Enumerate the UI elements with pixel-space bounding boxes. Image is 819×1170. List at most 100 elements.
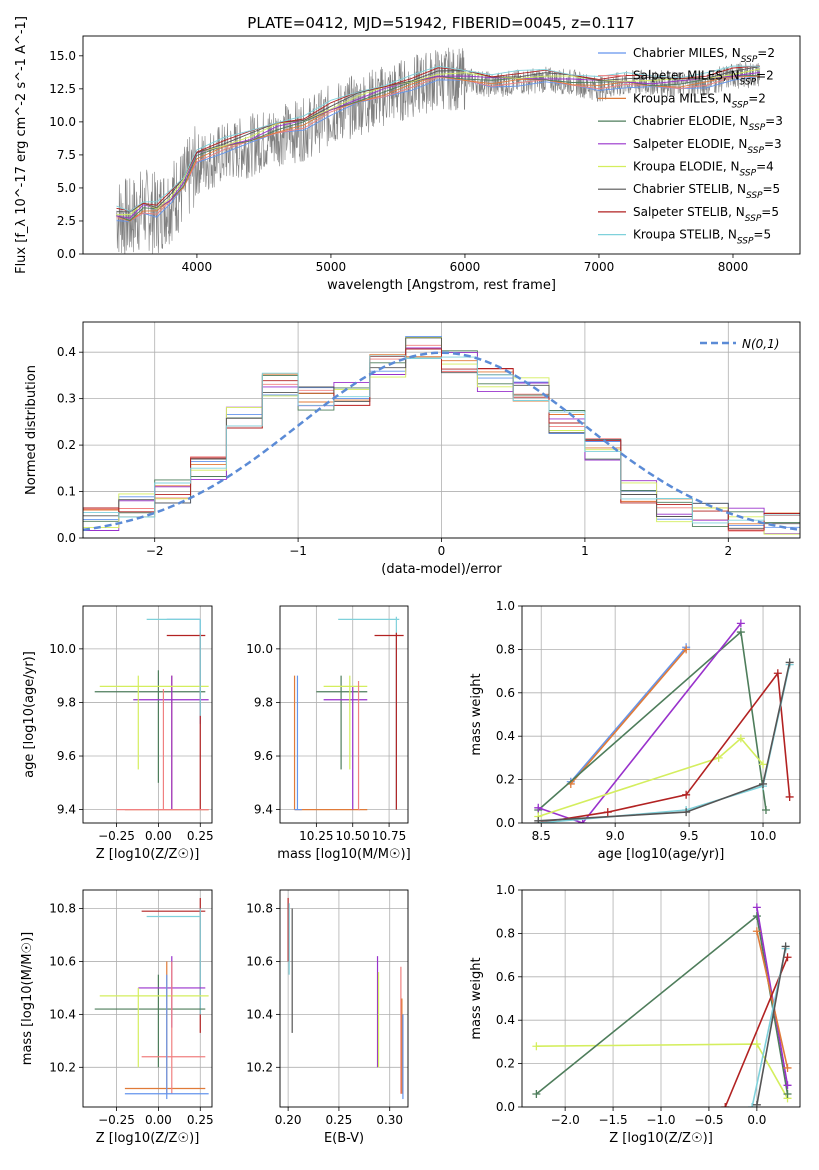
data-marker bbox=[783, 1089, 792, 1098]
y-tick-label: 9.4 bbox=[254, 803, 273, 817]
normal-curve bbox=[83, 351, 800, 532]
y-tick-label: 0.2 bbox=[496, 773, 515, 787]
normal-legend-label: N(0,1) bbox=[742, 337, 779, 351]
data-marker bbox=[736, 734, 745, 743]
spectrum-model-line bbox=[116, 66, 760, 213]
data-marker bbox=[682, 645, 691, 654]
x-tick-label: −1.5 bbox=[598, 1113, 627, 1127]
y-tick-label: 0.8 bbox=[496, 642, 515, 656]
spectrum-model-line bbox=[116, 74, 760, 222]
x-tick-label: 0.20 bbox=[275, 1113, 302, 1127]
x-tick-label: 0.00 bbox=[145, 1113, 172, 1127]
x-axis-label: mass [log10(M/M☉)] bbox=[277, 847, 410, 862]
x-axis-label: wavelength [Angstrom, rest frame] bbox=[327, 278, 556, 293]
x-tick-label: 8000 bbox=[718, 260, 749, 274]
data-marker bbox=[748, 1103, 757, 1107]
panel-residuals: −2 −1 0 1 2 0.0 0.1 0.2 0.3 0.4 (data-model)/error… bbox=[24, 321, 801, 577]
x-tick-label: 10.75 bbox=[372, 829, 406, 843]
y-tick-label: 0.2 bbox=[496, 1057, 515, 1071]
data-marker bbox=[761, 805, 770, 814]
y-tick-label: 0.2 bbox=[57, 438, 76, 452]
data-marker bbox=[534, 803, 543, 812]
y-tick-label: 9.6 bbox=[57, 749, 76, 763]
x-tick-label: 0.0 bbox=[747, 1113, 766, 1127]
weight-line bbox=[535, 914, 789, 1095]
legend-entry: Kroupa STELIB, NSSP=5 bbox=[633, 228, 771, 247]
x-tick-label: 9.5 bbox=[680, 829, 699, 843]
y-tick-label: 10.0 bbox=[49, 642, 76, 656]
y-tick-label: 1.0 bbox=[496, 883, 515, 897]
spectrum-model-line bbox=[116, 71, 760, 219]
weight-line bbox=[724, 956, 789, 1107]
y-tick-label: 10.4 bbox=[246, 1007, 273, 1021]
y-tick-label: 0.0 bbox=[57, 247, 76, 261]
y-tick-label: 0.0 bbox=[496, 816, 515, 830]
x-tick-label: 5000 bbox=[316, 260, 347, 274]
y-tick-label: 10.0 bbox=[246, 642, 273, 656]
axes-frame bbox=[82, 605, 213, 824]
y-tick-label: 9.8 bbox=[57, 695, 76, 709]
x-axis-label: age [log10(age/yr)] bbox=[598, 847, 725, 862]
y-tick-label: 0.4 bbox=[496, 729, 515, 743]
weight-line bbox=[538, 622, 742, 823]
y-tick-label: 9.6 bbox=[254, 749, 273, 763]
y-tick-label: 10.6 bbox=[246, 954, 273, 968]
panel-age-vs-mass: 10.25 10.50 10.75 9.4 9.6 9.8 10.0 mass [log10(… bbox=[246, 605, 411, 862]
spectrum-model-line bbox=[116, 75, 760, 222]
y-tick-label: 10.8 bbox=[246, 902, 273, 916]
x-tick-label: 0.25 bbox=[187, 829, 214, 843]
legend-entry: Chabrier STELIB, NSSP=5 bbox=[633, 182, 780, 201]
data-marker bbox=[721, 1103, 730, 1107]
x-tick-label: 1 bbox=[581, 544, 589, 558]
y-tick-label: 0.4 bbox=[496, 1013, 515, 1027]
x-tick-label: 0.00 bbox=[145, 829, 172, 843]
data-marker bbox=[532, 1089, 541, 1098]
histogram-step bbox=[83, 355, 800, 538]
residuals-legend: N(0,1) bbox=[700, 337, 779, 351]
x-tick-label: 10.50 bbox=[336, 829, 370, 843]
panel-weight-vs-Z: −2.0 −1.5 −1.0 −0.5 0.0 0.0 0.2 0.4 0.6 0.8 1.0 Z [… bbox=[469, 883, 801, 1146]
x-axis-label: Z [log10(Z/Z☉)] bbox=[96, 1131, 200, 1146]
y-axis-label: mass weight bbox=[469, 673, 484, 755]
y-tick-label: 0.1 bbox=[57, 485, 76, 499]
x-tick-label: 2 bbox=[724, 544, 732, 558]
y-axis-label: mass weight bbox=[469, 957, 484, 1039]
x-tick-label: 9.0 bbox=[606, 829, 625, 843]
data-marker bbox=[682, 790, 691, 799]
spectrum-data-line bbox=[116, 47, 761, 254]
data-marker bbox=[736, 619, 745, 628]
y-axis-label: age [log10(age/yr)] bbox=[22, 651, 37, 778]
y-tick-label: 0.0 bbox=[57, 531, 76, 545]
y-tick-label: 0.6 bbox=[496, 970, 515, 984]
data-marker bbox=[783, 1081, 792, 1090]
weight-line bbox=[570, 646, 687, 783]
y-axis-label: Flux [f_λ 10^-17 erg cm^-2 s^-1 A^-1] bbox=[14, 16, 29, 274]
data-marker bbox=[773, 669, 782, 678]
data-marker bbox=[752, 927, 761, 936]
x-axis-label: Z [log10(Z/Z☉)] bbox=[96, 847, 200, 862]
y-tick-label: 9.4 bbox=[57, 803, 76, 817]
y-tick-label: 9.8 bbox=[254, 695, 273, 709]
y-tick-label: 0.4 bbox=[57, 345, 76, 359]
data-marker bbox=[785, 792, 794, 801]
data-marker bbox=[714, 753, 723, 762]
y-tick-label: 7.5 bbox=[57, 148, 76, 162]
x-tick-label: −1.0 bbox=[646, 1113, 675, 1127]
y-tick-label: 10.2 bbox=[49, 1060, 76, 1074]
data-marker bbox=[532, 1042, 541, 1051]
data-marker bbox=[752, 1040, 761, 1049]
axes-frame bbox=[521, 605, 801, 824]
y-tick-label: 10.8 bbox=[49, 902, 76, 916]
axes-frame bbox=[279, 889, 409, 1108]
x-tick-label: 0 bbox=[438, 544, 446, 558]
x-tick-label: −2.0 bbox=[551, 1113, 580, 1127]
x-tick-label: 10.0 bbox=[750, 829, 777, 843]
y-axis-label: Normed distribution bbox=[24, 365, 39, 495]
y-tick-label: 10.2 bbox=[246, 1060, 273, 1074]
y-tick-label: 10.6 bbox=[49, 954, 76, 968]
legend-entry: Kroupa ELODIE, NSSP=4 bbox=[633, 160, 774, 179]
x-axis-label: Z [log10(Z/Z☉)] bbox=[609, 1131, 713, 1146]
y-tick-label: 2.5 bbox=[57, 214, 76, 228]
